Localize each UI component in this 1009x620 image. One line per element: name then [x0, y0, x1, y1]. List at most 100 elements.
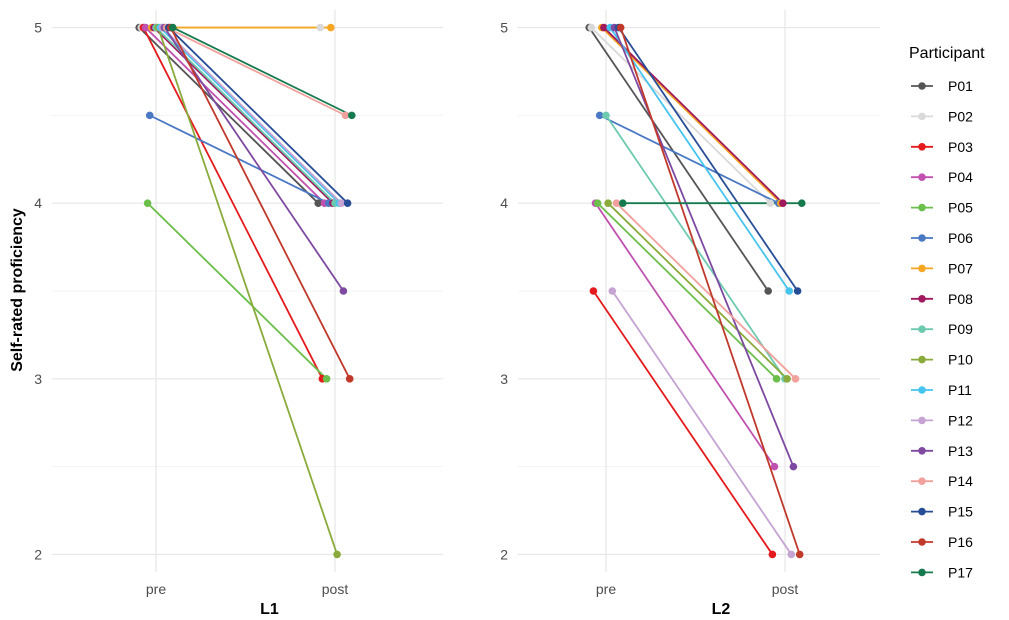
y-tick-label: 2 — [500, 546, 508, 562]
point-pre-p04 — [141, 23, 150, 32]
legend-key-point — [918, 264, 926, 273]
point-post-p17 — [348, 111, 356, 120]
point-pre-p05 — [593, 199, 602, 207]
legend-item-p12: P12 — [911, 412, 973, 428]
legend-item-p10: P10 — [911, 352, 973, 368]
x-tick-label: pre — [146, 581, 166, 597]
legend-key-point — [918, 295, 926, 303]
legend-item-p09: P09 — [911, 321, 973, 337]
point-pre-p14 — [612, 199, 621, 207]
legend-key-point — [918, 447, 926, 455]
legend-key-point — [918, 568, 926, 577]
x-tick-label: post — [772, 581, 799, 597]
legend-title: Participant — [909, 45, 985, 62]
series-line-p05 — [146, 202, 328, 380]
point-post-p16 — [345, 375, 354, 383]
y-axis-title: Self-rated proficiency — [9, 208, 26, 372]
point-post-p02 — [316, 23, 325, 32]
legend-key-point — [918, 386, 926, 394]
point-pre-p03 — [589, 287, 598, 295]
legend-item-p05: P05 — [911, 200, 973, 216]
legend-item-p11: P11 — [911, 382, 972, 398]
legend-item-p16: P16 — [911, 534, 973, 550]
point-post-p10 — [333, 550, 341, 559]
point-post-p15 — [343, 199, 352, 207]
legend-label: P12 — [948, 412, 973, 428]
legend-label: P05 — [948, 200, 973, 216]
legend-item-p15: P15 — [911, 504, 973, 520]
legend-key-point — [918, 234, 926, 242]
series-line-p10 — [157, 27, 338, 555]
legend-item-p02: P02 — [911, 108, 973, 124]
legend-label: P01 — [948, 78, 973, 94]
series-line-p12 — [611, 290, 793, 555]
legend-item-p08: P08 — [911, 291, 973, 307]
y-tick-label: 4 — [34, 195, 42, 211]
legend-label: P11 — [948, 382, 972, 398]
legend-item-p14: P14 — [911, 473, 973, 489]
point-post-p01 — [764, 287, 772, 295]
series-line-p05 — [596, 202, 778, 380]
point-post-p05 — [772, 375, 781, 383]
legend-label: P13 — [948, 443, 973, 459]
point-pre-p06 — [595, 111, 604, 120]
panel-l2: 2 3 4 5 pre post L2 — [500, 10, 880, 618]
point-pre-p09 — [602, 111, 610, 120]
series-line-p03 — [592, 290, 774, 555]
series-line-p03 — [142, 27, 324, 380]
point-post-p05 — [322, 375, 331, 383]
legend-label: P14 — [948, 473, 973, 489]
y-tick-label: 5 — [34, 20, 42, 36]
y-tick-label: 5 — [500, 20, 508, 36]
point-post-p12 — [337, 199, 346, 207]
point-pre-p08 — [600, 23, 608, 32]
legend-item-p04: P04 — [911, 169, 973, 185]
series-line-p13 — [613, 27, 795, 467]
point-pre-p12 — [608, 287, 617, 295]
legend-item-p07: P07 — [911, 260, 973, 276]
series-line-p12 — [161, 26, 342, 204]
point-post-p04 — [770, 462, 779, 471]
series-line-p04 — [144, 26, 326, 204]
legend-key-point — [918, 82, 926, 90]
legend-key-point — [918, 538, 926, 546]
series-line-p07 — [601, 26, 782, 204]
point-post-p13 — [339, 287, 348, 295]
point-post-p10 — [783, 375, 791, 383]
series-line-p15 — [167, 26, 349, 204]
point-post-p17 — [798, 199, 806, 207]
point-pre-p17 — [619, 199, 627, 207]
y-tick-label: 2 — [34, 546, 42, 562]
legend-label: P10 — [948, 352, 973, 368]
series-line-p06 — [599, 114, 780, 204]
legend-item-p06: P06 — [911, 230, 973, 246]
legend-label: P02 — [948, 108, 973, 124]
x-axis-title-l1: L1 — [260, 601, 279, 618]
point-post-p07 — [327, 23, 335, 32]
legend-label: P03 — [948, 139, 973, 155]
series-line-p01 — [588, 27, 769, 292]
y-tick-label: 3 — [34, 371, 42, 387]
series-line-p08 — [603, 26, 784, 204]
legend-key-point — [918, 143, 926, 151]
legend-key-point — [918, 507, 926, 516]
legend-label: P07 — [948, 260, 973, 276]
x-axis-title-l2: L2 — [712, 601, 731, 618]
legend-key-point — [918, 173, 926, 181]
legend-item-p13: P13 — [911, 443, 973, 459]
series-line-p11 — [159, 26, 340, 204]
point-pre-p06 — [145, 111, 154, 120]
series-line-p01 — [138, 26, 319, 204]
series-line-p14 — [166, 26, 346, 117]
series-line-p04 — [594, 202, 776, 468]
legend-key-point — [918, 112, 926, 121]
series-line-p06 — [149, 114, 330, 204]
point-pre-p02 — [587, 23, 596, 32]
legend-label: P04 — [948, 169, 973, 185]
legend-label: P08 — [948, 291, 973, 307]
legend-item-p03: P03 — [911, 139, 973, 155]
point-post-p11 — [785, 287, 793, 295]
legend-label: P17 — [948, 564, 973, 580]
legend: Participant P01 P02 P03 P04 P05 P06 P07 P08 P09 P… — [909, 45, 985, 580]
